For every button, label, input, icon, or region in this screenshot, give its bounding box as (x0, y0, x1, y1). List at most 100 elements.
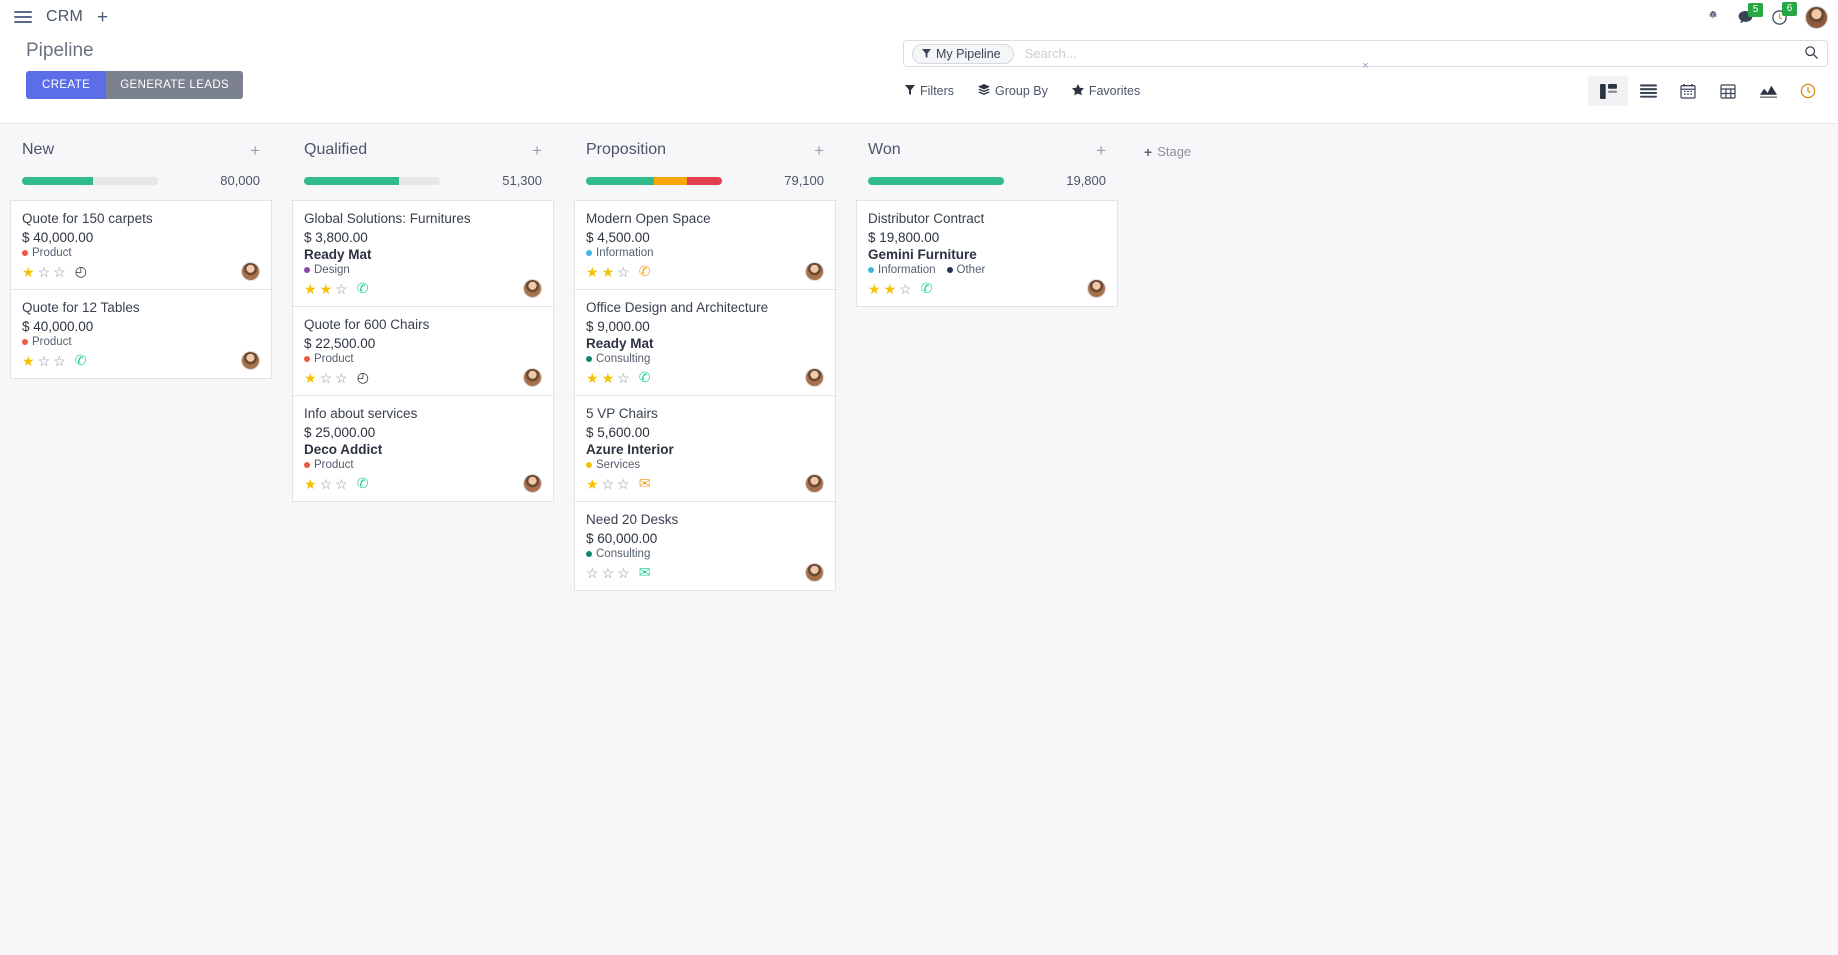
clock-icon[interactable]: ◴ (74, 263, 87, 279)
kanban-card[interactable]: Modern Open Space $ 4,500.00 Information… (575, 201, 835, 290)
priority-star[interactable]: ☆ (617, 564, 630, 581)
progress-segment[interactable] (92, 176, 158, 185)
avatar[interactable] (1805, 5, 1828, 29)
priority-star[interactable]: ★ (586, 369, 599, 386)
plus-icon[interactable]: + (97, 6, 109, 28)
kanban-column-title[interactable]: Qualified (304, 141, 368, 158)
priority-star[interactable]: ☆ (899, 280, 912, 297)
envelope-icon[interactable]: ✉ (638, 564, 651, 580)
priority-star[interactable]: ☆ (617, 263, 630, 280)
kanban-card[interactable]: 5 VP Chairs $ 5,600.00 Azure Interior Se… (575, 396, 835, 502)
view-graph[interactable] (1748, 76, 1788, 106)
priority-star[interactable]: ★ (868, 280, 881, 297)
kanban-card[interactable]: Distributor Contract $ 19,800.00 Gemini … (857, 201, 1117, 306)
add-stage-button[interactable]: + Stage (1128, 138, 1191, 162)
view-pivot[interactable] (1708, 76, 1748, 106)
priority-star[interactable]: ☆ (335, 280, 348, 297)
filters-menu[interactable]: Filters (905, 84, 954, 99)
priority-star[interactable]: ☆ (601, 475, 615, 492)
priority-star[interactable]: ☆ (586, 564, 599, 581)
priority-stars[interactable]: ★ ★ ☆ (586, 265, 630, 279)
app-name[interactable]: CRM (46, 8, 84, 25)
kanban-card[interactable]: Info about services $ 25,000.00 Deco Add… (293, 396, 553, 501)
kanban-column-title[interactable]: Proposition (586, 141, 667, 158)
priority-stars[interactable]: ★ ★ ☆ (586, 371, 630, 385)
priority-star[interactable]: ★ (304, 369, 317, 386)
priority-star[interactable]: ☆ (37, 263, 51, 280)
card-avatar[interactable] (523, 474, 542, 493)
progress-segment[interactable] (686, 176, 722, 185)
priority-stars[interactable]: ★ ☆ ☆ (304, 371, 348, 385)
kanban-card[interactable]: Quote for 12 Tables $ 40,000.00 Product … (11, 290, 271, 378)
card-avatar[interactable] (241, 351, 260, 370)
priority-star[interactable]: ★ (319, 280, 333, 297)
progress-segment[interactable] (399, 176, 440, 185)
kanban-column-title[interactable]: New (22, 141, 55, 158)
messages-icon[interactable]: 5 (1737, 2, 1763, 25)
add-card-plus-icon[interactable]: + (250, 140, 260, 160)
priority-star[interactable]: ☆ (37, 352, 51, 369)
progress-segment[interactable] (304, 176, 400, 185)
search-input[interactable] (1022, 45, 1804, 62)
priority-star[interactable]: ★ (304, 475, 317, 492)
generate-leads-button[interactable]: GENERATE LEADS (106, 71, 244, 99)
priority-star[interactable]: ☆ (335, 475, 348, 492)
priority-star[interactable]: ★ (586, 475, 599, 492)
card-avatar[interactable] (805, 563, 824, 582)
card-avatar[interactable] (241, 262, 260, 281)
envelope-icon[interactable]: ✉ (638, 475, 651, 491)
clock-icon[interactable]: ◴ (356, 369, 369, 385)
card-avatar[interactable] (805, 474, 824, 493)
priority-star[interactable]: ★ (22, 352, 35, 369)
add-card-plus-icon[interactable]: + (532, 140, 542, 160)
view-activity[interactable] (1788, 76, 1828, 106)
phone-icon[interactable]: ✆ (356, 280, 369, 296)
clock-icon[interactable]: 6 (1771, 1, 1797, 26)
create-button[interactable]: CREATE (26, 71, 107, 99)
phone-icon[interactable]: ✆ (638, 369, 651, 385)
priority-stars[interactable]: ☆ ☆ ☆ (586, 566, 630, 580)
search-facet-my-pipeline[interactable]: My Pipeline (912, 43, 1014, 64)
bug-icon[interactable] (1706, 10, 1720, 24)
progress-segment[interactable] (22, 176, 93, 185)
priority-star[interactable]: ☆ (53, 263, 66, 280)
card-avatar[interactable] (1087, 279, 1106, 298)
priority-star[interactable]: ☆ (601, 564, 615, 581)
search-facet-remove[interactable]: × (1362, 60, 1369, 72)
priority-star[interactable]: ★ (304, 280, 317, 297)
favorites-menu[interactable]: Favorites (1071, 83, 1140, 99)
add-card-plus-icon[interactable]: + (814, 140, 824, 160)
search-icon[interactable] (1804, 45, 1819, 63)
priority-stars[interactable]: ★ ★ ☆ (304, 282, 348, 296)
priority-star[interactable]: ★ (883, 280, 897, 297)
priority-star[interactable]: ☆ (319, 475, 333, 492)
add-card-plus-icon[interactable]: + (1096, 140, 1106, 160)
priority-star[interactable]: ★ (601, 263, 615, 280)
phone-icon[interactable]: ✆ (356, 475, 369, 491)
priority-star[interactable]: ☆ (319, 369, 333, 386)
kanban-card[interactable]: Office Design and Architecture $ 9,000.0… (575, 290, 835, 396)
card-avatar[interactable] (805, 368, 824, 387)
priority-stars[interactable]: ★ ☆ ☆ (22, 265, 66, 279)
priority-star[interactable]: ☆ (335, 369, 348, 386)
phone-icon[interactable]: ✆ (920, 280, 933, 296)
kanban-column-title[interactable]: Won (868, 141, 901, 158)
phone-icon[interactable]: ✆ (74, 352, 87, 368)
priority-stars[interactable]: ★ ★ ☆ (868, 282, 912, 296)
priority-star[interactable]: ★ (601, 369, 615, 386)
kanban-card[interactable]: Quote for 600 Chairs $ 22,500.00 Product… (293, 307, 553, 396)
kanban-card[interactable]: Quote for 150 carpets $ 40,000.00 Produc… (11, 201, 271, 290)
card-avatar[interactable] (523, 368, 542, 387)
group-by-menu[interactable]: Group By (978, 84, 1048, 99)
hamburger-icon[interactable] (14, 11, 32, 23)
view-calendar[interactable] (1668, 76, 1708, 106)
card-avatar[interactable] (523, 279, 542, 298)
priority-star[interactable]: ☆ (617, 369, 630, 386)
progress-segment[interactable] (654, 176, 687, 185)
progress-segment[interactable] (586, 176, 654, 185)
priority-stars[interactable]: ★ ☆ ☆ (22, 354, 66, 368)
priority-star[interactable]: ☆ (617, 475, 630, 492)
priority-stars[interactable]: ★ ☆ ☆ (586, 477, 630, 491)
card-avatar[interactable] (805, 262, 824, 281)
progress-segment[interactable] (868, 176, 1004, 185)
